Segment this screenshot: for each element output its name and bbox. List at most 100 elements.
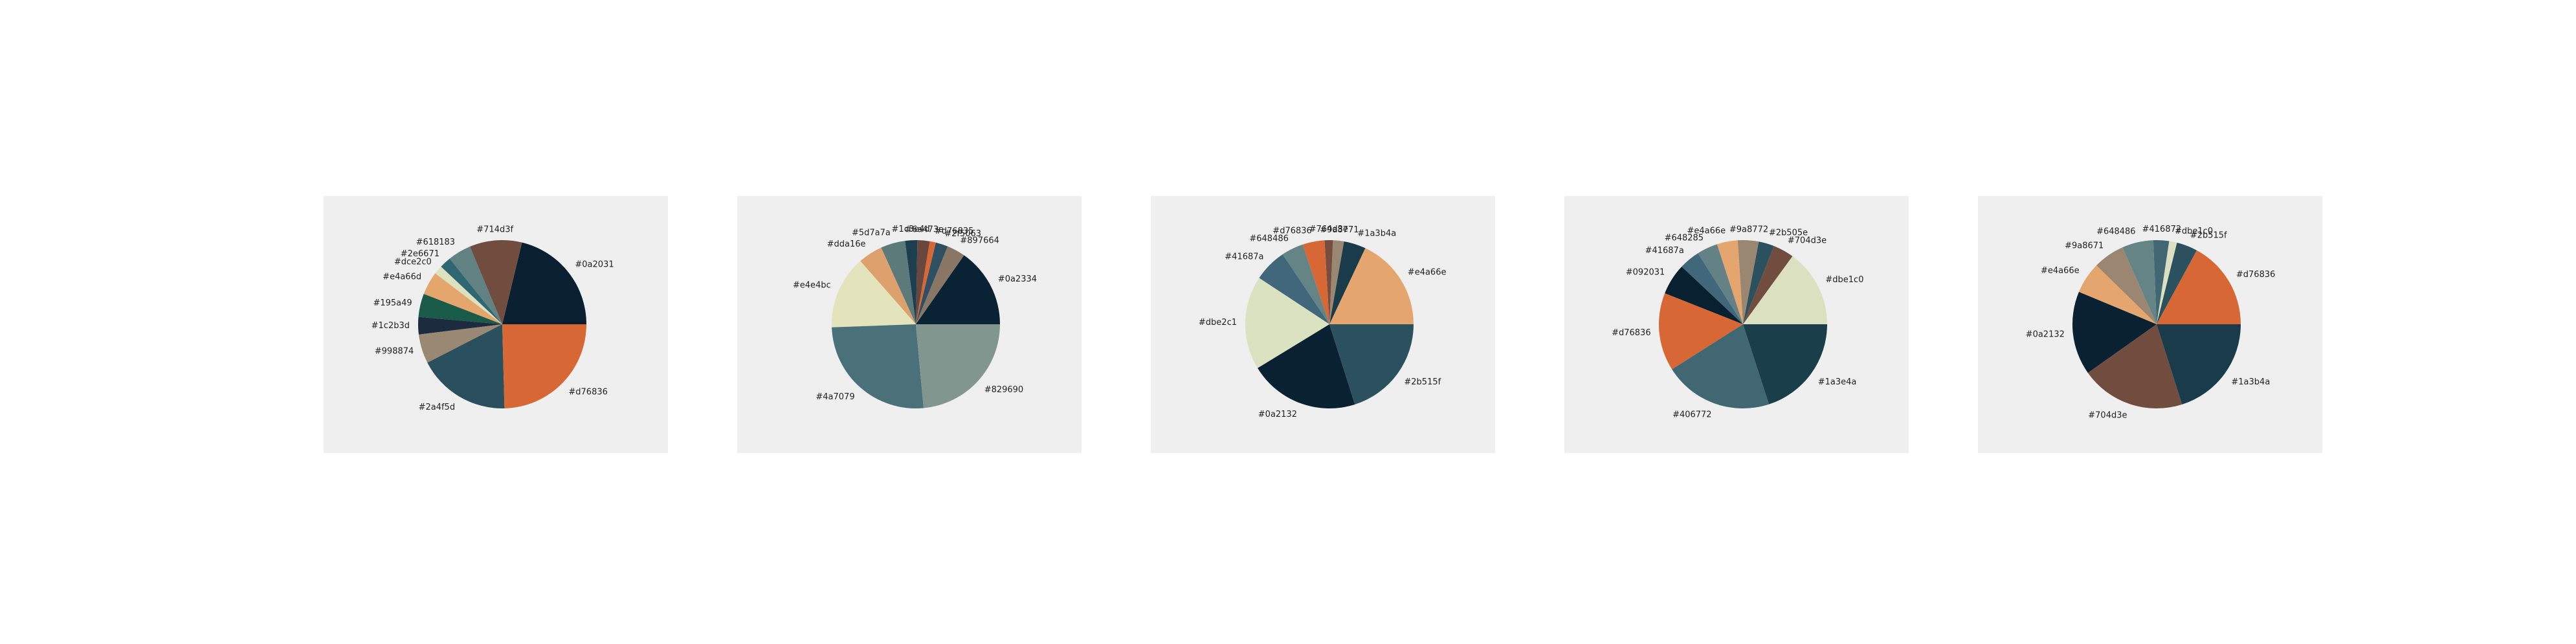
pie-slice bbox=[1737, 240, 1759, 324]
slice-label: #195a49 bbox=[373, 298, 412, 308]
pie-slice bbox=[2072, 292, 2157, 373]
pie-slice bbox=[916, 242, 948, 324]
pie-slice bbox=[1665, 267, 1743, 324]
slice-label: #d76835 bbox=[935, 227, 974, 236]
pie-slice bbox=[916, 241, 936, 324]
slice-label: #dbe1c0 bbox=[1825, 275, 1863, 285]
pie-chart: #e4a66e #1a3b4a#9a8771#764d3e#d76836#6484… bbox=[1199, 225, 1447, 419]
slice-label: #1c3e4d bbox=[892, 225, 930, 234]
pie-slice bbox=[2096, 247, 2157, 324]
slice-label: #9a8671 bbox=[2065, 241, 2104, 251]
slice-label: #e4a66d bbox=[383, 272, 421, 282]
slice-label: #dbe1c0 bbox=[2175, 227, 2213, 236]
pie-chart: #0a2334 #897664#2f5063#d76835#6a473e#1c3e… bbox=[793, 225, 1037, 409]
pie-slice bbox=[1672, 324, 1770, 409]
pie-slice bbox=[427, 324, 505, 408]
pie-chart-panel: #e4a66e #1a3b4a #9a8771 #764d3e #d76836 #6484… bbox=[1151, 196, 1495, 453]
slice-label: #829690 bbox=[984, 385, 1024, 395]
slice-label: #1a3b4a bbox=[1357, 229, 1396, 239]
slice-label: #2f5063 bbox=[944, 229, 981, 239]
pie-slice bbox=[1282, 244, 1329, 324]
pie-slice bbox=[832, 324, 924, 409]
pie-slice bbox=[1258, 324, 1355, 408]
pie-slice bbox=[916, 240, 930, 324]
pie-slice bbox=[2078, 265, 2157, 324]
pie-slice bbox=[1743, 241, 1774, 324]
slice-label: #5d7a7a bbox=[852, 228, 891, 238]
slice-label: #704d3e bbox=[1788, 236, 1827, 246]
pie-slice bbox=[1329, 240, 1344, 324]
slice-label: #d76836 bbox=[1612, 328, 1651, 338]
slice-label: #e4a66e bbox=[1687, 227, 1726, 236]
pie-slice bbox=[1743, 256, 1827, 324]
pie-slice bbox=[418, 324, 502, 363]
pie-slice bbox=[423, 273, 502, 324]
slice-label: #dda16e bbox=[827, 239, 866, 249]
slice-label: #092031 bbox=[1626, 267, 1665, 277]
pie-slice bbox=[502, 242, 586, 324]
slice-label: #998874 bbox=[375, 347, 414, 357]
pie-chart: #0a2031 #714d3f #618183 #2e6671#dce2c0 #e4a6… bbox=[372, 225, 614, 412]
pie-slice bbox=[449, 247, 502, 324]
slice-label: #d76836 bbox=[2236, 270, 2276, 280]
slice-label: #406772 bbox=[1672, 410, 1712, 419]
pie-slice bbox=[1682, 253, 1743, 324]
pie-slice bbox=[418, 316, 502, 335]
pie-slice bbox=[2157, 241, 2177, 324]
slice-label: #0a2132 bbox=[1258, 410, 1297, 419]
slice-label: #41687a bbox=[1645, 246, 1684, 256]
pie-slice bbox=[832, 261, 916, 328]
slice-label: #0a2334 bbox=[998, 274, 1037, 284]
pie-slice bbox=[1245, 278, 1329, 368]
pie-slice bbox=[916, 324, 1000, 408]
pie-slice bbox=[1716, 240, 1743, 324]
slice-label: #2b515f bbox=[2190, 231, 2227, 241]
pie-slice bbox=[1659, 293, 1743, 370]
pie-slice bbox=[916, 255, 1000, 324]
slice-label: #897664 bbox=[960, 236, 999, 245]
pie-slice bbox=[905, 239, 918, 324]
pie-slice bbox=[881, 241, 916, 324]
pie-slice bbox=[1329, 248, 1414, 324]
slice-label: #2b515f bbox=[1404, 377, 1441, 387]
pie-slice bbox=[916, 246, 964, 324]
pie-slice bbox=[2122, 240, 2157, 324]
slice-label: #2e6671 bbox=[401, 249, 439, 259]
pie-slice bbox=[2157, 324, 2241, 405]
slice-label: #1a3b4a bbox=[2231, 377, 2270, 387]
pie-chart: #d76836 #2b515f#dbe1c0#416872 #648486 #9a86… bbox=[2026, 225, 2276, 420]
pie-chart-panel: #0a2334 #897664 #2f5063 #d76835 #6a473e #1c3e… bbox=[737, 196, 1082, 453]
slice-label: #d76836 bbox=[1272, 227, 1312, 236]
slice-label: #1c2b3d bbox=[372, 321, 410, 331]
pie-slice bbox=[1329, 241, 1366, 324]
slice-label: #dbe2c1 bbox=[1199, 318, 1237, 328]
pie-slice bbox=[2157, 250, 2241, 324]
slice-label: #648285 bbox=[1665, 234, 1704, 243]
pie-slice bbox=[1302, 240, 1329, 324]
slice-label: #d76836 bbox=[568, 388, 608, 397]
pie-chart-panel: #d76836 #2b515f #dbe1c0 #416872 #648486 #9a86… bbox=[1978, 196, 2322, 453]
pie-slice bbox=[441, 258, 502, 324]
slice-label: #648486 bbox=[2096, 227, 2136, 237]
slice-label: #704d3e bbox=[2088, 410, 2127, 420]
slice-label: #764d3e bbox=[1309, 225, 1348, 234]
pie-slice bbox=[2157, 242, 2197, 324]
slice-label: #41687a bbox=[1225, 252, 1263, 261]
pie-slice bbox=[435, 266, 502, 324]
pie-chart: #dbe1c0 #704d3e#2b505e#9a8772#e4a66e#6482… bbox=[1612, 225, 1863, 419]
slice-label: #9a8771 bbox=[1320, 225, 1359, 235]
slice-label: #2a4f5d bbox=[419, 403, 456, 412]
slice-label: #9a8772 bbox=[1729, 225, 1768, 234]
pie-slice bbox=[2087, 324, 2182, 409]
pie-slice bbox=[860, 247, 916, 324]
slice-label: #e4e4bc bbox=[793, 281, 831, 291]
pie-slice bbox=[1329, 324, 1414, 405]
slice-label: #618183 bbox=[416, 238, 456, 247]
slice-label: #e4a66e bbox=[2041, 266, 2080, 276]
pie-chart-panel: #0a2031 #714d3f #618183 #2e6671 #dce2c0 #e4a6… bbox=[324, 196, 668, 453]
pie-slice bbox=[2153, 239, 2170, 324]
pie-slice bbox=[1259, 254, 1329, 324]
slice-label: #714d3f bbox=[476, 225, 513, 234]
pie-slice bbox=[1743, 246, 1793, 324]
slice-label: #2b505e bbox=[1769, 228, 1808, 238]
